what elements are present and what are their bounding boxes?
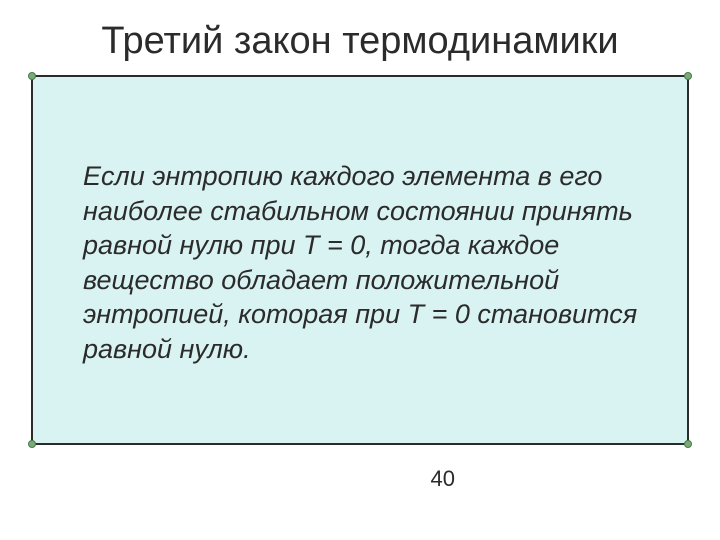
content-box: Если энтропию каждого элемента в его наи… <box>31 75 689 445</box>
slide: Третий закон термодинамики Если энтропию… <box>0 0 720 540</box>
slide-body-text: Если энтропию каждого элемента в его наи… <box>83 159 653 366</box>
resize-handle-icon[interactable] <box>684 72 692 80</box>
resize-handle-icon[interactable] <box>28 440 36 448</box>
resize-handle-icon[interactable] <box>684 440 692 448</box>
page-number: 40 <box>431 466 455 492</box>
slide-title: Третий закон термодинамики <box>0 20 720 63</box>
resize-handle-icon[interactable] <box>28 72 36 80</box>
